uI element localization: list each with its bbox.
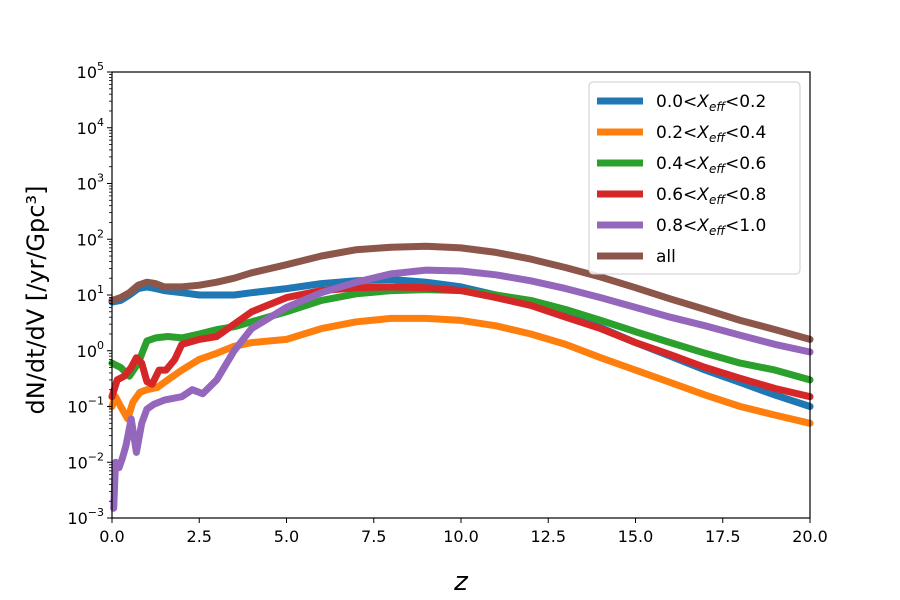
series-line-5 [108,242,814,343]
y-tick-label: 102 [77,227,104,249]
legend-label-0: 0.0<Xeff<0.2 [656,92,766,114]
y-tick-label: 10−1 [67,395,104,417]
x-tick-label: 0.0 [99,527,124,546]
y-tick-label: 105 [77,60,104,82]
x-axis-label: z [453,567,469,597]
y-axis-ticks: 10−3 10−2 10−1 100 101 102 103 104 105 [67,60,112,528]
x-tick-label: 17.5 [705,527,741,546]
legend-label-4: 0.8<Xeff<1.0 [656,216,766,238]
legend-label-5: all [656,247,676,267]
y-tick-label: 10−2 [67,450,104,472]
series-line-2 [108,286,814,384]
x-tick-label: 5.0 [274,527,299,546]
series-line-1 [108,314,814,427]
legend: 0.0<Xeff<0.2 0.2<Xeff<0.4 0.4<Xeff<0.6 0.6<… [588,81,801,275]
legend-label-1: 0.2<Xeff<0.4 [656,123,766,145]
series-line-4 [110,266,814,512]
series-line-3 [108,283,814,401]
y-axis-label: dN/dt/dV [/yr/Gpc³] [22,186,50,415]
x-tick-label: 7.5 [361,527,386,546]
x-tick-label: 15.0 [618,527,654,546]
y-tick-label: 10−3 [67,506,104,528]
x-tick-label: 20.0 [792,527,828,546]
series-layer [108,242,814,512]
x-tick-label: 12.5 [530,527,566,546]
y-tick-label: 103 [77,172,104,194]
x-tick-label: 2.5 [187,527,212,546]
x-tick-label: 10.0 [443,527,479,546]
legend-label-2: 0.4<Xeff<0.6 [656,154,766,176]
y-tick-label: 100 [77,339,104,361]
y-tick-label: 101 [77,283,104,305]
y-tick-label: 104 [77,116,104,138]
legend-label-3: 0.6<Xeff<0.8 [656,185,766,207]
x-axis-ticks: 0.0 2.5 5.0 7.5 10.0 12.5 15.0 17.5 20.0 [99,518,828,546]
